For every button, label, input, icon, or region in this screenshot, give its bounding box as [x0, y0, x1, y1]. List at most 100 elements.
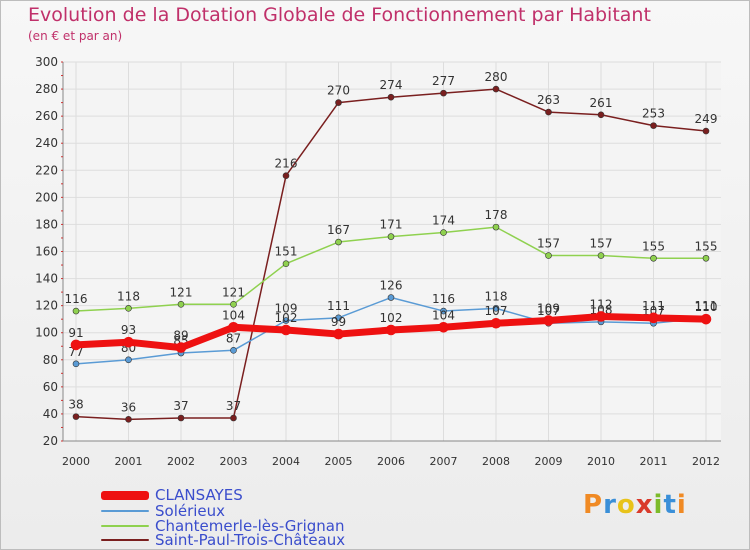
- legend-item-saint-paul[interactable]: Saint-Paul-Trois-Châteaux: [101, 532, 345, 548]
- data-label-saint-paul-trois-ch-teaux: 253: [642, 107, 665, 121]
- data-label-sol-rieux: 87: [226, 331, 241, 345]
- data-label-clansayes: 93: [121, 323, 136, 337]
- data-label-chantemerle-l-s-grignan: 171: [380, 218, 403, 232]
- legend-item-clansayes[interactable]: CLANSAYES: [101, 487, 243, 503]
- data-label-saint-paul-trois-ch-teaux: 274: [380, 78, 403, 92]
- data-label-chantemerle-l-s-grignan: 121: [170, 285, 193, 299]
- data-label-clansayes: 109: [537, 302, 560, 316]
- data-point-sol-rieux: [282, 317, 290, 324]
- logo-letter: i: [676, 490, 687, 520]
- data-label-clansayes: 104: [432, 308, 455, 322]
- data-label-sol-rieux: 107: [537, 304, 560, 318]
- data-label-sol-rieux: 111: [327, 299, 350, 313]
- data-label-chantemerle-l-s-grignan: 151: [275, 245, 298, 259]
- chart-subtitle: (en € et par an): [28, 29, 123, 43]
- legend-label-saint-paul: Saint-Paul-Trois-Châteaux: [155, 531, 346, 549]
- data-label-saint-paul-trois-ch-teaux: 216: [275, 157, 298, 171]
- data-label-chantemerle-l-s-grignan: 116: [65, 292, 88, 306]
- data-point-clansayes: [543, 315, 554, 326]
- data-point-chantemerle-l-s-grignan: [387, 233, 395, 240]
- data-label-saint-paul-trois-ch-teaux: 280: [485, 70, 508, 84]
- data-label-saint-paul-trois-ch-teaux: 37: [173, 399, 188, 413]
- data-point-sol-rieux: [230, 347, 237, 354]
- y-tick-label: 260: [35, 109, 58, 123]
- data-point-saint-paul-trois-ch-teaux: [492, 85, 500, 93]
- data-point-chantemerle-l-s-grignan: [650, 254, 657, 262]
- data-label-chantemerle-l-s-grignan: 155: [642, 239, 665, 253]
- data-label-saint-paul-trois-ch-teaux: 37: [226, 399, 241, 413]
- data-label-chantemerle-l-s-grignan: 118: [117, 289, 140, 303]
- data-label-saint-paul-trois-ch-teaux: 38: [68, 398, 83, 412]
- data-label-chantemerle-l-s-grignan: 121: [222, 285, 245, 299]
- data-point-saint-paul-trois-ch-teaux: [177, 414, 185, 422]
- data-label-clansayes: 110: [695, 300, 718, 314]
- legend-item-chantemerle[interactable]: Chantemerle-lès-Grignan: [101, 518, 344, 534]
- data-point-clansayes: [333, 328, 344, 340]
- data-point-chantemerle-l-s-grignan: [545, 252, 552, 259]
- x-tick-label: 2009: [535, 455, 563, 468]
- data-point-chantemerle-l-s-grignan: [440, 229, 447, 236]
- data-point-sol-rieux: [492, 305, 500, 312]
- data-label-chantemerle-l-s-grignan: 174: [432, 214, 455, 228]
- y-tick-label: 80: [43, 353, 58, 367]
- logo-letter: r: [603, 490, 617, 520]
- data-label-clansayes: 102: [380, 311, 403, 325]
- y-tick-label: 100: [35, 326, 58, 340]
- data-label-saint-paul-trois-ch-teaux: 36: [121, 400, 136, 414]
- data-point-clansayes: [123, 336, 134, 348]
- legend-item-solerieux[interactable]: Solérieux: [101, 503, 225, 519]
- data-point-clansayes: [700, 313, 712, 325]
- x-tick-label: 2011: [640, 455, 668, 468]
- data-point-saint-paul-trois-ch-teaux: [72, 413, 80, 420]
- y-tick-label: 60: [43, 380, 58, 394]
- x-tick-label: 2004: [272, 455, 300, 468]
- data-point-clansayes: [648, 312, 659, 324]
- y-tick-label: 160: [35, 245, 58, 259]
- data-point-chantemerle-l-s-grignan: [177, 300, 185, 308]
- y-tick-label: 280: [35, 82, 58, 96]
- data-label-clansayes: 111: [642, 299, 665, 313]
- data-label-sol-rieux: 126: [380, 279, 403, 293]
- data-label-sol-rieux: 109: [275, 302, 298, 316]
- data-point-clansayes: [490, 317, 502, 329]
- data-point-saint-paul-trois-ch-teaux: [650, 122, 657, 129]
- data-label-saint-paul-trois-ch-teaux: 249: [695, 112, 718, 126]
- data-label-clansayes: 89: [173, 329, 188, 343]
- data-label-chantemerle-l-s-grignan: 155: [695, 239, 718, 253]
- data-label-saint-paul-trois-ch-teaux: 270: [327, 84, 350, 98]
- legend-label-clansayes: CLANSAYES: [155, 486, 243, 504]
- data-label-sol-rieux: 116: [432, 292, 455, 306]
- y-tick-label: 120: [35, 299, 58, 313]
- x-tick-label: 2001: [115, 455, 143, 468]
- legend-label-chantemerle: Chantemerle-lès-Grignan: [155, 517, 345, 535]
- data-point-chantemerle-l-s-grignan: [282, 260, 290, 267]
- data-point-saint-paul-trois-ch-teaux: [230, 414, 237, 422]
- data-point-sol-rieux: [387, 294, 395, 301]
- legend-swatch-chantemerle: [101, 525, 149, 527]
- y-tick-label: 200: [35, 190, 58, 204]
- data-point-saint-paul-trois-ch-teaux: [125, 416, 132, 423]
- data-label-chantemerle-l-s-grignan: 157: [590, 237, 613, 251]
- data-point-chantemerle-l-s-grignan: [335, 238, 342, 246]
- data-point-chantemerle-l-s-grignan: [125, 305, 132, 312]
- data-label-sol-rieux: 118: [485, 289, 508, 303]
- data-point-clansayes: [175, 342, 187, 353]
- x-tick-label: 2005: [325, 455, 353, 468]
- data-point-saint-paul-trois-ch-teaux: [387, 93, 395, 101]
- data-point-clansayes: [385, 324, 397, 336]
- data-point-chantemerle-l-s-grignan: [492, 223, 500, 231]
- data-label-clansayes: 104: [222, 308, 245, 322]
- data-label-chantemerle-l-s-grignan: 157: [537, 237, 560, 251]
- data-point-sol-rieux: [125, 356, 132, 364]
- logo-letter: P: [583, 490, 604, 520]
- data-point-clansayes: [70, 339, 82, 351]
- x-tick-label: 2006: [377, 455, 405, 468]
- data-point-saint-paul-trois-ch-teaux: [702, 127, 710, 135]
- data-label-clansayes: 112: [590, 297, 613, 311]
- data-point-clansayes: [280, 324, 292, 336]
- y-tick-label: 140: [35, 272, 58, 286]
- data-label-saint-paul-trois-ch-teaux: 263: [537, 93, 560, 107]
- data-point-saint-paul-trois-ch-teaux: [597, 111, 605, 119]
